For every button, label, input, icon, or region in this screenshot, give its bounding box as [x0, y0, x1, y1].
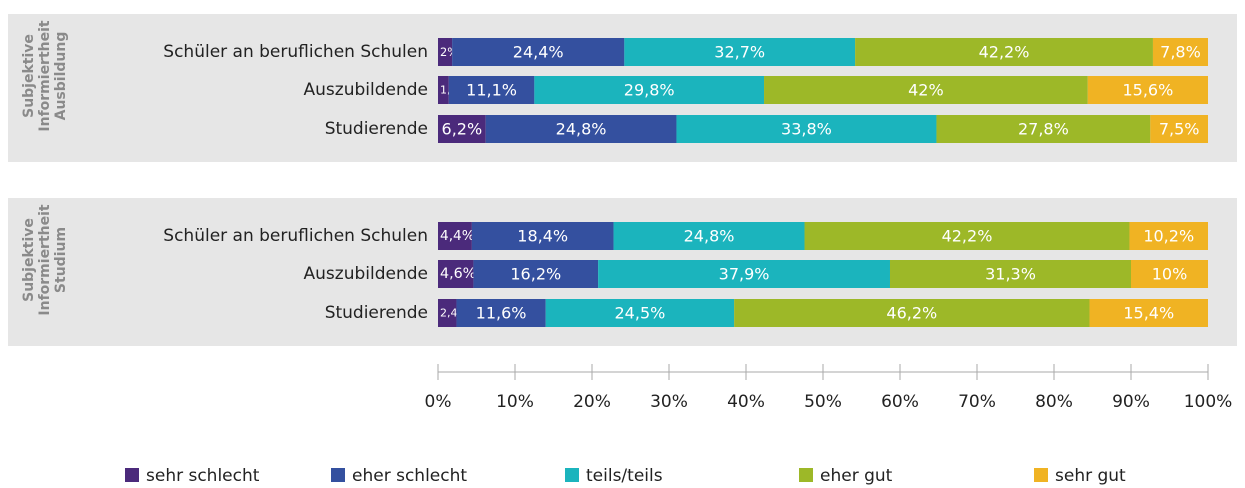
group-label: Subjektive	[21, 218, 37, 302]
bar-segment	[804, 222, 1130, 250]
group-label: Studium	[53, 227, 69, 293]
bar-segment	[456, 299, 546, 327]
bar-segment	[438, 38, 453, 66]
legend-label: sehr gut	[1055, 466, 1126, 486]
bar-segment	[438, 115, 486, 143]
value-label: 18,4%	[517, 227, 568, 246]
x-tick-label: 20%	[573, 392, 611, 412]
x-tick-label: 10%	[496, 392, 534, 412]
bar-segment	[734, 299, 1090, 327]
x-tick-label: 50%	[804, 392, 842, 412]
value-label: 11,1%	[466, 81, 517, 100]
category-label: Schüler an beruflichen Schulen	[163, 42, 428, 62]
category-label: Schüler an beruflichen Schulen	[163, 226, 428, 246]
bar-segment	[1131, 260, 1208, 288]
bar-segment	[764, 76, 1088, 104]
value-label: 42,2%	[979, 43, 1030, 62]
bar-segment	[613, 222, 805, 250]
bar-segment	[545, 299, 735, 327]
legend-swatch	[125, 468, 139, 482]
value-label: 42,2%	[942, 227, 993, 246]
legend-label: eher schlecht	[352, 466, 467, 486]
value-label: 10%	[1152, 265, 1188, 284]
legend-label: teils/teils	[586, 466, 663, 486]
bar-segment	[438, 222, 472, 250]
bar-segment	[624, 38, 856, 66]
bar-segment	[438, 299, 457, 327]
bar-segment	[473, 260, 599, 288]
value-label: 29,8%	[624, 81, 675, 100]
value-label: 4,6%	[440, 266, 476, 282]
bar-segment	[452, 38, 625, 66]
group-label: Informiertheit	[37, 204, 53, 316]
value-label: 24,8%	[556, 120, 607, 139]
value-label: 24,4%	[513, 43, 564, 62]
value-label: 37,9%	[719, 265, 770, 284]
bar-segment	[855, 38, 1153, 66]
bar-segment	[1152, 38, 1208, 66]
x-tick-label: 100%	[1184, 392, 1233, 412]
x-tick-label: 0%	[425, 392, 452, 412]
category-label: Studierende	[325, 303, 428, 323]
legend-label: sehr schlecht	[146, 466, 260, 486]
bar-segment	[1087, 76, 1208, 104]
value-label: 24,5%	[615, 304, 666, 323]
value-label: 16,2%	[510, 265, 561, 284]
legend-swatch	[1034, 468, 1048, 482]
x-tick-label: 90%	[1112, 392, 1150, 412]
value-label: 15,6%	[1122, 81, 1173, 100]
bar-segment	[1150, 115, 1208, 143]
value-label: 32,7%	[714, 43, 765, 62]
bar-segment	[598, 260, 890, 288]
value-label: 10,2%	[1143, 227, 1194, 246]
value-label: 15,4%	[1123, 304, 1174, 323]
group-label: Informiertheit	[37, 20, 53, 132]
bar-segment	[676, 115, 937, 143]
category-label: Auszubildende	[304, 264, 428, 284]
bar-segment	[889, 260, 1131, 288]
legend-swatch	[799, 468, 813, 482]
group-label: Ausbildung	[53, 32, 69, 121]
bar-segment	[485, 115, 677, 143]
category-label: Auszubildende	[304, 80, 428, 100]
value-label: 24,8%	[684, 227, 735, 246]
bar-segment	[438, 76, 449, 104]
x-tick-label: 40%	[727, 392, 765, 412]
value-label: 42%	[908, 81, 944, 100]
group-label: Subjektive	[21, 34, 37, 118]
legend-swatch	[331, 468, 345, 482]
legend-label: eher gut	[820, 466, 893, 486]
legend-swatch	[565, 468, 579, 482]
x-tick-label: 70%	[958, 392, 996, 412]
value-label: 31,3%	[985, 265, 1036, 284]
value-label: 6,2%	[442, 120, 483, 139]
x-tick-label: 80%	[1035, 392, 1073, 412]
value-label: 4,4%	[440, 228, 475, 244]
x-tick-label: 30%	[650, 392, 688, 412]
value-label: 33,8%	[781, 120, 832, 139]
value-label: 46,2%	[886, 304, 937, 323]
category-label: Studierende	[325, 119, 428, 139]
bar-segment	[936, 115, 1151, 143]
bar-segment	[448, 76, 535, 104]
bar-segment	[534, 76, 765, 104]
value-label: 11,6%	[476, 304, 527, 323]
bar-segment	[1129, 222, 1208, 250]
bar-segment	[438, 260, 474, 288]
value-label: 27,8%	[1018, 120, 1069, 139]
bar-segment	[471, 222, 614, 250]
x-tick-label: 60%	[881, 392, 919, 412]
value-label: 7,5%	[1159, 120, 1200, 139]
value-label: 7,8%	[1160, 43, 1201, 62]
bar-segment	[1089, 299, 1208, 327]
